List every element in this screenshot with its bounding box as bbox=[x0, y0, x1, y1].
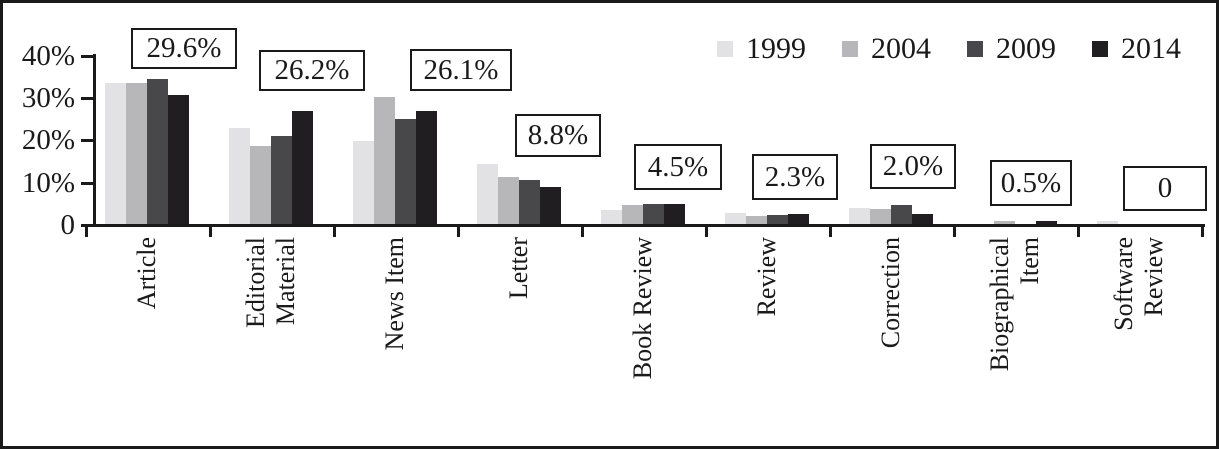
bar-1999-book-review bbox=[601, 209, 622, 224]
category-label-biographical-item: Biographical Item bbox=[985, 237, 1045, 437]
y-tick-label: 10% bbox=[21, 166, 75, 199]
y-tick-label: 30% bbox=[21, 82, 75, 115]
annotation-box-book-review: 4.5% bbox=[634, 144, 722, 190]
category-label-line: Book Review bbox=[628, 237, 657, 380]
legend: 1999 2004 2009 2014 bbox=[717, 33, 1181, 65]
annotation-box-biographical-item: 0.5% bbox=[990, 160, 1072, 206]
x-tick-mark bbox=[705, 224, 708, 237]
x-tick-mark bbox=[209, 224, 212, 237]
category-label-line: Item bbox=[1015, 237, 1044, 285]
y-tick-label: 0 bbox=[60, 209, 76, 241]
legend-label: 2014 bbox=[1121, 32, 1181, 65]
y-tick-mark bbox=[81, 139, 93, 143]
x-tick-mark bbox=[953, 224, 956, 237]
bar-1999-article bbox=[105, 82, 126, 224]
bar-2004-book-review bbox=[622, 205, 643, 224]
annotation-box-letter: 8.8% bbox=[515, 114, 601, 157]
annotation-box-editorial-material: 26.2% bbox=[259, 50, 365, 91]
bar-2004-article bbox=[126, 83, 147, 224]
bar-2014-letter bbox=[540, 186, 561, 224]
x-tick-mark bbox=[829, 224, 832, 237]
bar-2014-article bbox=[168, 94, 189, 224]
category-label-line: Review bbox=[752, 237, 781, 317]
annotation-box-software-review: 0 bbox=[1123, 166, 1207, 211]
bar-2004-letter bbox=[498, 176, 519, 224]
bar-2014-review bbox=[788, 214, 809, 224]
legend-item-2009: 2009 bbox=[967, 33, 1056, 65]
x-tick-mark bbox=[333, 224, 336, 237]
bar-2004-correction bbox=[870, 209, 891, 224]
category-label-editorial-material: Editorial Material bbox=[241, 237, 301, 437]
annotation-box-news-item: 26.1% bbox=[410, 49, 512, 91]
legend-item-2004: 2004 bbox=[842, 33, 931, 65]
bar-2004-news-item bbox=[374, 97, 395, 224]
bar-2004-biographical-item bbox=[994, 221, 1015, 224]
bar-2009-correction bbox=[891, 204, 912, 224]
bar-1999-news-item bbox=[353, 140, 374, 224]
category-label-letter: Letter bbox=[504, 237, 534, 437]
bar-1999-review bbox=[725, 213, 746, 224]
y-tick-label: 40% bbox=[21, 39, 75, 72]
y-axis-line bbox=[93, 54, 96, 227]
y-tick-mark bbox=[81, 97, 93, 101]
bar-2009-book-review bbox=[643, 204, 664, 224]
legend-swatch-icon bbox=[717, 41, 733, 57]
category-label-line: Correction bbox=[876, 237, 905, 349]
annotation-box-review: 2.3% bbox=[752, 154, 838, 200]
annotation-box-article: 29.6% bbox=[131, 28, 237, 69]
category-label-line: Material bbox=[271, 237, 300, 326]
category-label-line: Letter bbox=[504, 237, 533, 300]
x-tick-mark bbox=[581, 224, 584, 237]
category-label-news-item: News Item bbox=[380, 237, 410, 437]
bar-2009-letter bbox=[519, 180, 540, 224]
y-tick-mark bbox=[81, 181, 93, 185]
category-label-correction: Correction bbox=[876, 237, 906, 437]
bar-2004-review bbox=[746, 215, 767, 224]
bar-2009-editorial-material bbox=[271, 136, 292, 224]
bar-1999-software-review bbox=[1097, 221, 1118, 224]
bar-1999-letter bbox=[477, 164, 498, 224]
legend-label: 2009 bbox=[996, 32, 1056, 65]
x-tick-mark bbox=[1201, 224, 1204, 237]
legend-swatch-icon bbox=[967, 41, 983, 57]
category-label-review: Review bbox=[752, 237, 782, 437]
bar-1999-editorial-material bbox=[229, 128, 250, 224]
legend-item-2014: 2014 bbox=[1092, 33, 1181, 65]
x-tick-mark bbox=[457, 224, 460, 237]
legend-item-1999: 1999 bbox=[717, 33, 806, 65]
bar-2004-editorial-material bbox=[250, 145, 271, 224]
bar-2014-book-review bbox=[664, 203, 685, 224]
category-label-article: Article bbox=[132, 237, 162, 437]
legend-swatch-icon bbox=[1092, 41, 1108, 57]
bar-2014-biographical-item bbox=[1036, 220, 1057, 224]
category-label-software-review: Software Review bbox=[1109, 237, 1169, 437]
category-label-line: Editorial bbox=[241, 237, 270, 328]
legend-label: 2004 bbox=[871, 32, 931, 65]
category-label-line: Biographical bbox=[985, 237, 1014, 372]
legend-swatch-icon bbox=[842, 41, 858, 57]
category-label-line: News Item bbox=[380, 237, 409, 351]
category-label-line: Review bbox=[1139, 237, 1168, 317]
y-tick-mark bbox=[81, 54, 93, 58]
x-tick-mark bbox=[85, 224, 88, 237]
y-tick-label: 20% bbox=[21, 124, 75, 157]
bar-1999-correction bbox=[849, 207, 870, 224]
category-label-book-review: Book Review bbox=[628, 237, 658, 437]
bar-2009-review bbox=[767, 215, 788, 224]
legend-label: 1999 bbox=[746, 32, 806, 65]
bar-2014-editorial-material bbox=[292, 111, 313, 224]
category-label-line: Article bbox=[132, 237, 161, 310]
bar-2009-article bbox=[147, 79, 168, 224]
bar-2009-news-item bbox=[395, 118, 416, 224]
bar-2014-correction bbox=[912, 214, 933, 224]
bar-2014-news-item bbox=[416, 110, 437, 224]
annotation-box-correction: 2.0% bbox=[870, 144, 956, 189]
category-label-line: Software bbox=[1109, 237, 1138, 331]
x-axis-line bbox=[83, 224, 1205, 227]
x-tick-mark bbox=[1077, 224, 1080, 237]
